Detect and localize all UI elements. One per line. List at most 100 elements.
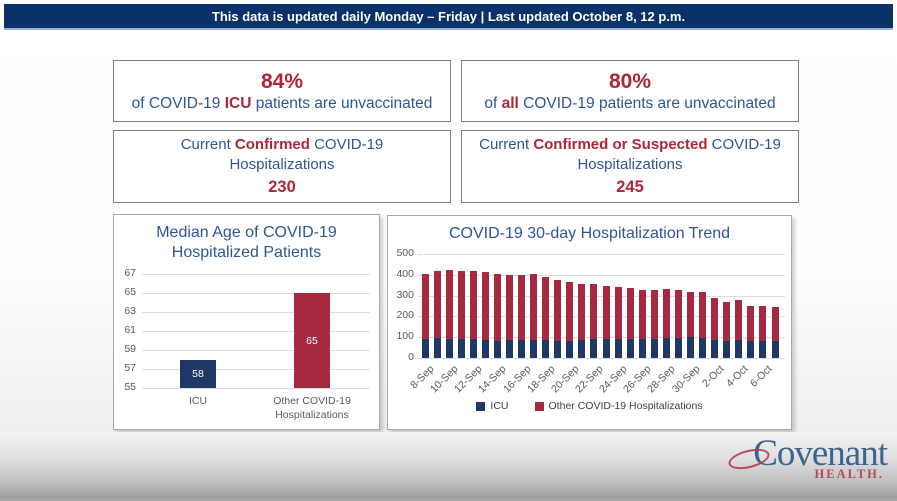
stacked-bar-icu-segment <box>771 340 779 358</box>
y-axis-tick-label: 300 <box>396 288 414 301</box>
footer-strip: Covenant HEALTH. <box>0 432 897 501</box>
legend-label: Other COVID-19 Hospitalizations <box>548 400 703 412</box>
y-axis-tick-label: 55 <box>124 381 136 393</box>
stacked-bar-icu-segment <box>626 339 634 358</box>
suspected-count: 245 <box>616 177 644 196</box>
stacked-bar-icu-segment <box>650 339 658 358</box>
stacked-bar-other-segment <box>687 292 695 338</box>
gridline <box>418 254 785 255</box>
stacked-bar-other-segment <box>650 289 658 340</box>
x-axis-date-label: 2-Oct <box>699 363 727 390</box>
gridline <box>142 369 370 370</box>
stacked-bar-icu-segment <box>602 339 610 358</box>
update-banner: This data is updated daily Monday – Frid… <box>4 4 893 30</box>
gridline <box>142 293 370 294</box>
stacked-bar-icu-segment <box>578 339 586 358</box>
text-segment-blue: COVID-19 patients are unvaccinated <box>518 94 776 112</box>
icu-unvaccinated-caption: of COVID-19 ICU patients are unvaccinate… <box>132 94 433 113</box>
y-axis-tick-label: 400 <box>396 267 414 280</box>
legend-swatch-icon <box>476 401 486 411</box>
stacked-bar-icu-segment <box>662 338 670 358</box>
stacked-bar-icu-segment <box>481 340 489 358</box>
legend-item: Other COVID-19 Hospitalizations <box>534 400 703 412</box>
stacked-bar-icu-segment <box>747 340 755 358</box>
stacked-bar-other-segment <box>457 271 465 339</box>
icu-unvaccinated-percent: 84% <box>260 69 304 93</box>
stacked-bar-other-segment <box>674 289 682 338</box>
stacked-bar-other-segment <box>481 272 489 341</box>
x-axis-date-label: 4-Oct <box>723 363 751 390</box>
gridline <box>142 388 370 389</box>
stacked-bar-other-segment <box>505 274 513 341</box>
stacked-bar-other-segment <box>614 286 622 340</box>
legend-label: ICU <box>490 400 509 412</box>
y-axis-tick-label: 59 <box>124 343 136 355</box>
legend-item: ICU <box>476 400 509 412</box>
text-segment-red: Confirmed or Suspected <box>533 136 708 154</box>
stacked-bar-other-segment <box>421 273 429 339</box>
gridline <box>418 358 785 359</box>
text-segment-blue: COVID-19 <box>707 136 781 154</box>
stacked-bar-icu-segment <box>687 337 695 358</box>
y-axis-tick-label: 61 <box>124 324 136 336</box>
stacked-bar-icu-segment <box>530 340 538 358</box>
stacked-bar-other-segment <box>662 289 670 339</box>
stacked-bar-other-segment <box>723 302 731 341</box>
median-age-chart-title: Median Age of COVID-19 Hospitalized Pati… <box>156 224 337 261</box>
logo-wordmark: Covenant <box>753 433 888 474</box>
trend-chart-title: COVID-19 30-day Hospitalization Trend <box>448 225 731 242</box>
confirmed-caption-line2: Hospitalizations <box>229 156 335 174</box>
stacked-bar-icu-segment <box>723 340 731 358</box>
confirmed-count: 230 <box>268 177 296 196</box>
stacked-bar-other-segment <box>747 306 755 341</box>
text-segment-blue: of COVID-19 <box>131 94 225 112</box>
stacked-bar-icu-segment <box>445 339 453 358</box>
y-axis-tick-label: 63 <box>124 305 136 317</box>
gridline <box>142 350 370 351</box>
bar-data-label: 58 <box>192 367 204 380</box>
trend-chart-panel: COVID-19 30-day Hospitalization Trend 0 1… <box>387 215 792 430</box>
stacked-bar-icu-segment <box>711 339 719 358</box>
stacked-bar-icu-segment <box>518 339 526 358</box>
stacked-bar-icu-segment <box>590 339 598 358</box>
all-unvaccinated-caption: of all COVID-19 patients are unvaccinate… <box>484 94 775 113</box>
stat-box-suspected-hospitalizations: Current Confirmed or Suspected COVID-19 … <box>461 130 799 203</box>
text-segment-blue: COVID-19 <box>309 136 384 154</box>
stacked-bar-other-segment <box>554 280 562 341</box>
stacked-bar-icu-segment <box>421 338 429 358</box>
bar-icu: 58 <box>180 359 216 388</box>
gridline <box>142 312 370 313</box>
x-axis-category-label: Other COVID-19 Hospitalizations <box>273 395 351 422</box>
stacked-bar-icu-segment <box>457 338 465 358</box>
stacked-bar-icu-segment <box>674 337 682 358</box>
y-axis-tick-label: 100 <box>396 330 414 343</box>
stacked-bar-other-segment <box>638 289 646 340</box>
stacked-bar-other-segment <box>518 274 526 340</box>
y-axis-tick-label: 57 <box>124 362 136 374</box>
gridline <box>142 274 370 275</box>
stacked-bar-icu-segment <box>469 339 477 358</box>
stacked-bar-other-segment <box>699 292 707 339</box>
y-axis-tick-label: 65 <box>124 286 136 298</box>
median-age-chart-panel: Median Age of COVID-19 Hospitalized Pati… <box>113 214 380 430</box>
text-segment-blue: Current <box>479 136 534 154</box>
logo-subtitle: HEALTH. <box>814 466 884 481</box>
suspected-caption-line2: Hospitalizations <box>577 156 683 174</box>
stacked-bar-icu-segment <box>554 340 562 358</box>
stacked-bar-other-segment <box>735 300 743 341</box>
y-axis-tick-label: 0 <box>408 351 414 363</box>
text-segment-blue: Current <box>180 136 235 154</box>
stacked-bar-icu-segment <box>614 339 622 358</box>
x-axis-date-label: 6-Oct <box>747 363 775 390</box>
stacked-bar-icu-segment <box>699 338 707 358</box>
stacked-bar-other-segment <box>530 273 538 341</box>
stacked-bar-other-segment <box>469 271 477 340</box>
text-segment-red: all <box>501 94 519 112</box>
x-axis-category-label: ICU <box>188 395 208 407</box>
legend-swatch-icon <box>534 401 544 411</box>
trend-chart-plot: 0 100 200 300 400 500 8-Sep 10-Sep 12-Sep 14-Sep 1… <box>388 216 791 429</box>
stacked-bar-other-segment <box>445 269 453 340</box>
y-axis-tick-label: 200 <box>396 309 414 322</box>
text-segment-blue: patients are unvaccinated <box>251 94 433 112</box>
stacked-bar-other-segment <box>711 297 719 340</box>
